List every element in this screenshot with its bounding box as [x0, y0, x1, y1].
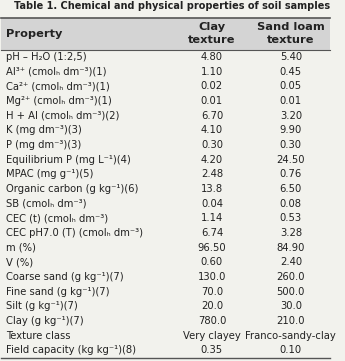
Text: Clay (g kg⁻¹)(7): Clay (g kg⁻¹)(7) [6, 316, 84, 326]
Text: Property: Property [6, 29, 63, 39]
Text: Ca²⁺ (cmolₕ dm⁻³)(1): Ca²⁺ (cmolₕ dm⁻³)(1) [6, 82, 110, 91]
Text: 0.05: 0.05 [280, 82, 302, 91]
Text: Organic carbon (g kg⁻¹)(6): Organic carbon (g kg⁻¹)(6) [6, 184, 139, 194]
Text: 96.50: 96.50 [198, 243, 226, 253]
Text: H + Al (cmolₕ dm⁻³)(2): H + Al (cmolₕ dm⁻³)(2) [6, 111, 120, 121]
Text: 0.53: 0.53 [280, 213, 302, 223]
Text: 4.80: 4.80 [201, 52, 223, 62]
Text: 0.08: 0.08 [280, 199, 302, 209]
Text: 6.50: 6.50 [280, 184, 302, 194]
Text: Field capacity (kg kg⁻¹)(8): Field capacity (kg kg⁻¹)(8) [6, 345, 136, 356]
Text: 2.40: 2.40 [280, 257, 302, 268]
Text: 0.30: 0.30 [201, 140, 223, 150]
Text: Texture class: Texture class [6, 331, 71, 341]
Text: 0.01: 0.01 [201, 96, 223, 106]
Text: 260.0: 260.0 [277, 272, 305, 282]
Text: 9.90: 9.90 [280, 125, 302, 135]
Text: V (%): V (%) [6, 257, 33, 268]
Text: pH – H₂O (1:2,5): pH – H₂O (1:2,5) [6, 52, 87, 62]
Text: Silt (g kg⁻¹)(7): Silt (g kg⁻¹)(7) [6, 301, 78, 312]
Text: 210.0: 210.0 [277, 316, 305, 326]
Text: 3.28: 3.28 [280, 228, 302, 238]
Text: Fine sand (g kg⁻¹)(7): Fine sand (g kg⁻¹)(7) [6, 287, 110, 297]
Text: 500.0: 500.0 [277, 287, 305, 297]
Text: 4.20: 4.20 [201, 155, 223, 165]
Text: 13.8: 13.8 [201, 184, 223, 194]
Bar [1, 18, 330, 50]
Text: MPAC (mg g⁻¹)(5): MPAC (mg g⁻¹)(5) [6, 169, 94, 179]
Text: 0.10: 0.10 [280, 345, 302, 356]
Text: Franco-sandy-clay: Franco-sandy-clay [246, 331, 336, 341]
Text: Equilibrium P (mg L⁻¹)(4): Equilibrium P (mg L⁻¹)(4) [6, 155, 131, 165]
Text: SB (cmolₕ dm⁻³): SB (cmolₕ dm⁻³) [6, 199, 87, 209]
Text: 780.0: 780.0 [198, 316, 226, 326]
Text: 0.30: 0.30 [280, 140, 302, 150]
Text: 3.20: 3.20 [280, 111, 302, 121]
Text: Table 1. Chemical and physical properties of soil samples: Table 1. Chemical and physical propertie… [14, 1, 331, 11]
Text: 6.70: 6.70 [201, 111, 223, 121]
Text: 130.0: 130.0 [198, 272, 226, 282]
Text: 6.74: 6.74 [201, 228, 223, 238]
Text: 0.76: 0.76 [280, 169, 302, 179]
Text: 0.01: 0.01 [280, 96, 302, 106]
Text: 70.0: 70.0 [201, 287, 223, 297]
Text: Mg²⁺ (cmolₕ dm⁻³)(1): Mg²⁺ (cmolₕ dm⁻³)(1) [6, 96, 112, 106]
Text: 20.0: 20.0 [201, 301, 223, 312]
Text: K (mg dm⁻³)(3): K (mg dm⁻³)(3) [6, 125, 82, 135]
Text: P (mg dm⁻³)(3): P (mg dm⁻³)(3) [6, 140, 81, 150]
Text: CEC pH7.0 (T) (cmolₕ dm⁻³): CEC pH7.0 (T) (cmolₕ dm⁻³) [6, 228, 143, 238]
Text: 0.35: 0.35 [201, 345, 223, 356]
Text: 0.45: 0.45 [280, 67, 302, 77]
Text: CEC (t) (cmolₕ dm⁻³): CEC (t) (cmolₕ dm⁻³) [6, 213, 108, 223]
Text: Al³⁺ (cmolₕ dm⁻³)(1): Al³⁺ (cmolₕ dm⁻³)(1) [6, 67, 107, 77]
Text: 0.04: 0.04 [201, 199, 223, 209]
Text: 4.10: 4.10 [201, 125, 223, 135]
Text: 2.48: 2.48 [201, 169, 223, 179]
Text: 30.0: 30.0 [280, 301, 302, 312]
Text: Coarse sand (g kg⁻¹)(7): Coarse sand (g kg⁻¹)(7) [6, 272, 124, 282]
Text: Sand loam
texture: Sand loam texture [257, 22, 325, 45]
Text: 1.14: 1.14 [201, 213, 223, 223]
Text: 24.50: 24.50 [277, 155, 305, 165]
Text: 0.60: 0.60 [201, 257, 223, 268]
Text: m (%): m (%) [6, 243, 36, 253]
Text: Very clayey: Very clayey [183, 331, 241, 341]
Text: 0.02: 0.02 [201, 82, 223, 91]
Text: 5.40: 5.40 [280, 52, 302, 62]
Text: Clay
texture: Clay texture [188, 22, 236, 45]
Text: 1.10: 1.10 [201, 67, 223, 77]
Text: 84.90: 84.90 [277, 243, 305, 253]
